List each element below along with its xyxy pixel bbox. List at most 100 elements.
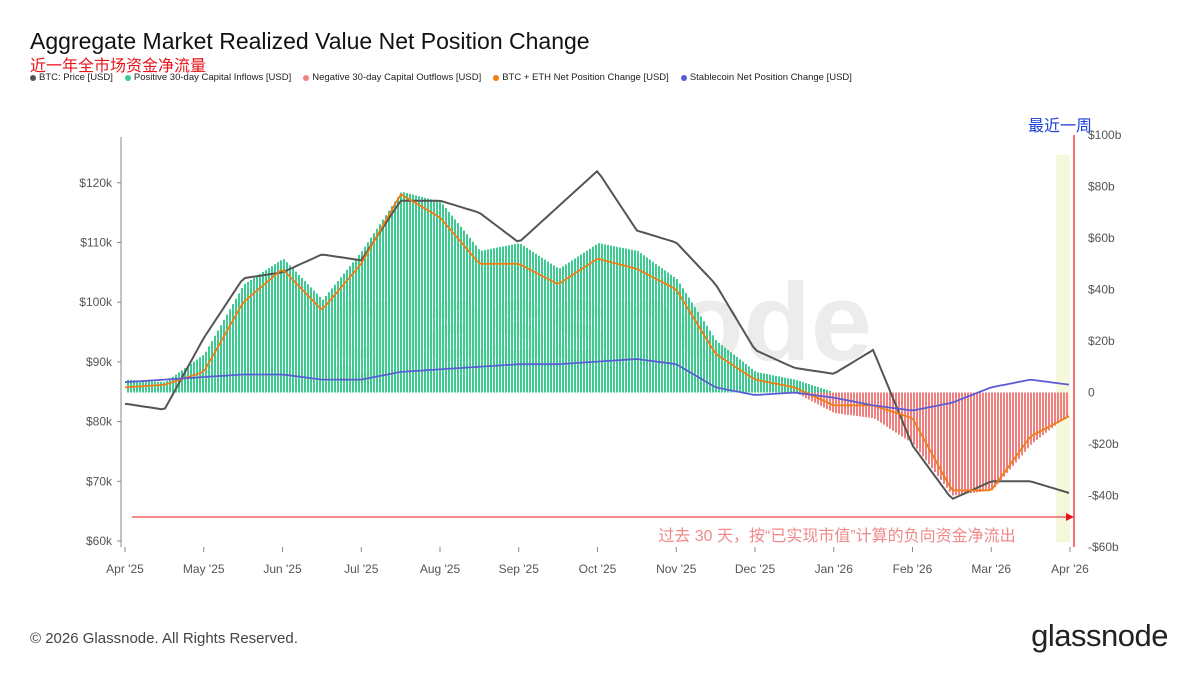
inflow-bar	[652, 261, 654, 393]
legend-item-btc-eth[interactable]: BTC + ETH Net Position Change [USD]	[493, 72, 669, 83]
inflow-bar	[511, 244, 513, 393]
outflow-bar	[961, 392, 963, 495]
outflow-bar	[844, 392, 846, 415]
inflow-bar	[535, 253, 537, 393]
inflow-bar	[457, 223, 459, 393]
right-tick-label: $80b	[1088, 180, 1115, 194]
inflow-bar	[163, 382, 165, 393]
outflow-bar	[838, 392, 840, 414]
x-tick-label: Dec '25	[735, 562, 776, 576]
inflow-bar	[247, 281, 249, 393]
legend-item-stablecoin[interactable]: Stablecoin Net Position Change [USD]	[680, 72, 852, 83]
inflow-bar	[553, 265, 555, 393]
chart-title: Aggregate Market Realized Value Net Posi…	[30, 28, 590, 54]
outflow-bar	[841, 392, 843, 415]
outflow-bar	[940, 392, 942, 480]
inflow-bar	[598, 243, 600, 393]
outflow-bar	[970, 392, 972, 494]
x-tick-label: Mar '26	[971, 562, 1011, 576]
inflow-bar	[430, 199, 432, 393]
inflow-bar	[679, 283, 681, 393]
inflow-bar	[751, 368, 753, 393]
right-tick-label: 0	[1088, 386, 1095, 400]
inflow-bar	[805, 383, 807, 393]
outflow-bar	[1033, 392, 1035, 443]
outflow-bar	[985, 392, 987, 492]
inflow-bar	[217, 330, 219, 393]
inflow-bar	[421, 196, 423, 393]
inflow-bar	[667, 272, 669, 393]
inflow-bar	[439, 201, 441, 393]
outflow-bar	[982, 392, 984, 492]
outflow-bar	[955, 392, 957, 496]
inflow-bar	[472, 241, 474, 393]
inflow-bar	[352, 262, 354, 393]
inflow-bar	[730, 352, 732, 393]
inflow-bar	[259, 273, 261, 393]
x-tick-label: Aug '25	[420, 562, 461, 576]
inflow-bar	[175, 374, 177, 393]
inflow-bar	[388, 210, 390, 393]
inflow-bar	[571, 260, 573, 393]
inflow-bar	[325, 295, 327, 393]
inflow-bar	[541, 257, 543, 393]
outflow-bar	[1021, 392, 1023, 456]
inflow-bar	[181, 370, 183, 393]
inflow-bar	[478, 249, 480, 393]
inflow-bar	[646, 257, 648, 393]
inflow-bar	[532, 251, 534, 393]
outflow-bar	[1054, 392, 1056, 426]
inflow-bar	[304, 281, 306, 393]
inflow-bar	[769, 374, 771, 393]
outflow-bar	[1024, 392, 1026, 452]
recent-week-label: 最近一周	[1028, 117, 1092, 135]
inflow-bar	[322, 299, 324, 393]
btc-eth-line	[124, 193, 1070, 492]
inflow-bar	[523, 245, 525, 393]
inflow-bar	[607, 245, 609, 393]
inflow-bar	[277, 262, 279, 393]
inflow-bar	[331, 288, 333, 393]
right-tick-label: $40b	[1088, 283, 1115, 297]
legend-item-outflows[interactable]: Negative 30-day Capital Outflows [USD]	[303, 72, 481, 83]
inflow-bar	[250, 279, 252, 393]
inflow-bar	[622, 247, 624, 393]
inflow-bar	[406, 193, 408, 393]
right-tick-label: $20b	[1088, 334, 1115, 348]
right-axis: -$60b -$40b -$20b 0 $20b $40b $60b $80b $100b	[1088, 128, 1122, 554]
inflow-bar	[487, 249, 489, 393]
inflow-bar	[445, 208, 447, 393]
inflow-bar	[577, 256, 579, 393]
outflow-bar	[826, 392, 828, 410]
inflow-bar	[529, 249, 531, 393]
inflow-bar	[748, 366, 750, 393]
inflow-bar	[613, 246, 615, 393]
inflow-bar	[463, 230, 465, 393]
outflow-bar	[943, 392, 945, 484]
outflow-bar	[832, 392, 834, 413]
inflow-bar	[364, 246, 366, 393]
outflow-bar	[1042, 392, 1044, 436]
inflow-bar	[727, 349, 729, 393]
inflow-bar	[718, 342, 720, 393]
outflow-bar	[916, 392, 918, 449]
inflow-bar	[556, 267, 558, 393]
inflow-bar	[376, 228, 378, 393]
inflow-bar	[526, 247, 528, 393]
x-tick-label: Oct '25	[579, 562, 617, 576]
inflow-bar	[643, 255, 645, 393]
inflow-bar	[289, 265, 291, 393]
inflow-bar	[358, 254, 360, 393]
inflow-bar	[454, 219, 456, 393]
legend-item-inflows[interactable]: Positive 30-day Capital Inflows [USD]	[124, 72, 291, 83]
outflow-bar	[835, 392, 837, 414]
inflow-bar	[676, 279, 678, 393]
inflow-bar	[484, 249, 486, 393]
inflow-bar	[448, 211, 450, 393]
outflow-bar	[925, 392, 927, 461]
inflow-bar	[298, 274, 300, 393]
inflow-bar	[688, 297, 690, 393]
legend-item-price[interactable]: BTC: Price [USD]	[30, 72, 113, 83]
glassnode-logo[interactable]: glassnode	[1031, 618, 1168, 653]
inflow-bar	[205, 351, 207, 393]
